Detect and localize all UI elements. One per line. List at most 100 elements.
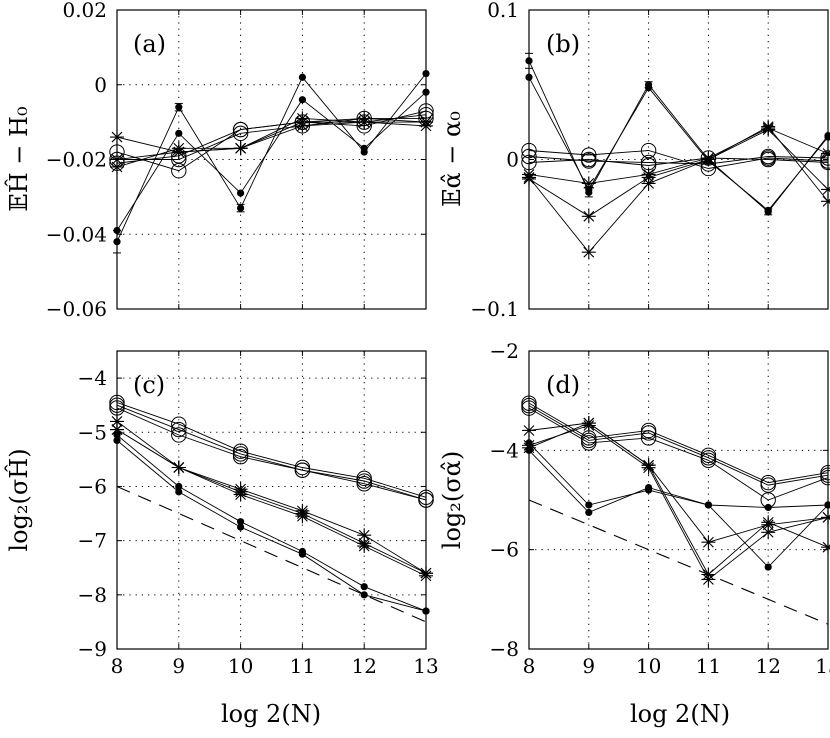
data-point-star — [701, 535, 716, 550]
data-point-circle — [581, 151, 597, 168]
series-dot — [525, 446, 830, 571]
series-line — [528, 60, 829, 213]
data-point-star — [110, 159, 124, 174]
series-line — [116, 421, 427, 574]
data-point-star — [701, 572, 716, 587]
data-point-dot — [645, 84, 653, 92]
data-point-dot — [113, 238, 121, 246]
series-line — [528, 150, 829, 169]
data-point-dot — [764, 503, 772, 512]
data-point-dot — [113, 226, 121, 235]
x-tick-label: 13 — [413, 654, 438, 678]
y-tick-label: −0.02 — [46, 148, 107, 172]
x-tick-label: 8 — [111, 654, 124, 678]
series-line — [528, 129, 829, 217]
data-point-dot — [237, 518, 245, 526]
series-circle — [521, 395, 830, 491]
data-point-star — [761, 525, 776, 540]
series-line — [116, 91, 427, 231]
data-point-star — [233, 487, 248, 502]
data-point-star — [821, 182, 830, 197]
series-star — [522, 416, 830, 582]
data-point-circle — [294, 462, 311, 478]
data-point-star — [581, 245, 596, 260]
series-star — [522, 122, 830, 224]
data-point-star — [581, 209, 596, 224]
y-tick-label: −7 — [78, 529, 107, 553]
panel-d: 8 9 10 11 12 13 −8 −6 −4 −2 (d) log₂(σα̂) — [438, 339, 830, 678]
data-point-circle — [640, 425, 657, 441]
x-tick-label: 11 — [290, 654, 315, 678]
series-line — [116, 434, 427, 612]
y-tick-label: −0.04 — [46, 222, 107, 246]
series-line — [528, 422, 829, 576]
data-point-star — [821, 146, 830, 161]
data-point-dot — [764, 206, 772, 214]
data-point-dot — [237, 204, 245, 212]
data-point-circle — [232, 121, 249, 138]
x-tick-label: 13 — [815, 654, 830, 678]
data-point-star — [522, 423, 536, 438]
series-star — [110, 422, 433, 583]
y-axis-label: log₂(σĤ) — [4, 448, 33, 551]
data-point-dot — [237, 189, 245, 197]
series-line — [528, 407, 829, 501]
panel-c: 8 9 10 11 12 13 −9 −8 −7 −6 −5 −4 (c) log₂(σĤ) — [4, 350, 439, 678]
series-star — [522, 121, 830, 191]
panel-a: −0.06 −0.04 −0.02 0 0.02 (a) 𝔼Ĥ − H₀ — [4, 0, 434, 321]
data-point-dot — [764, 563, 772, 571]
data-point-dot — [645, 483, 653, 492]
y-tick-label: −4 — [78, 366, 107, 390]
data-point-star — [522, 167, 536, 182]
series-dot — [525, 73, 830, 214]
series-line — [528, 449, 829, 568]
y-axis-label: 𝔼α̂ − α₀ — [438, 111, 466, 207]
data-point-dot — [525, 57, 533, 65]
data-point-dot — [175, 488, 183, 496]
data-point-star — [761, 121, 776, 136]
data-point-circle — [581, 435, 597, 451]
data-point-circle — [521, 148, 537, 165]
data-point-star — [110, 130, 124, 145]
data-point-dot — [113, 431, 121, 439]
series-circle — [109, 394, 434, 505]
data-point-star — [821, 540, 830, 555]
series-line — [528, 77, 829, 211]
series-circle — [109, 103, 434, 179]
data-point-dot — [585, 501, 593, 509]
series-line — [116, 117, 426, 164]
series-line — [528, 425, 829, 581]
data-point-star — [761, 515, 776, 530]
series-line — [116, 117, 426, 153]
y-tick-label: −8 — [490, 637, 519, 661]
series-line — [117, 114, 427, 160]
data-point-dot — [175, 103, 183, 111]
data-point-circle — [760, 148, 776, 165]
data-point-star — [641, 167, 656, 182]
series-circle — [521, 400, 830, 508]
data-point-dot — [175, 129, 183, 137]
y-tick-label: −6 — [490, 538, 519, 562]
data-point-star — [821, 510, 830, 525]
x-axis-label-right: log 2(N) — [630, 700, 730, 728]
data-point-circle — [640, 142, 657, 159]
data-point-circle — [521, 400, 537, 416]
series-circle — [109, 400, 434, 508]
panel-label: (a) — [133, 30, 166, 58]
series-dashed — [528, 499, 829, 625]
y-tick-label: −0.06 — [46, 297, 107, 321]
data-point-circle — [171, 427, 187, 443]
data-point-star — [110, 422, 124, 437]
data-point-star — [357, 528, 372, 543]
data-point-dot — [360, 583, 368, 591]
x-axis-label-left: log 2(N) — [221, 700, 321, 728]
data-point-star — [171, 141, 186, 156]
series-dot — [113, 436, 430, 615]
data-point-circle — [760, 477, 776, 493]
x-tick-label: 12 — [755, 654, 780, 678]
x-tick-label: 8 — [523, 654, 536, 678]
series-star — [522, 119, 830, 260]
data-point-circle — [356, 476, 372, 492]
y-tick-label: −6 — [78, 474, 107, 498]
series-star — [110, 414, 433, 581]
